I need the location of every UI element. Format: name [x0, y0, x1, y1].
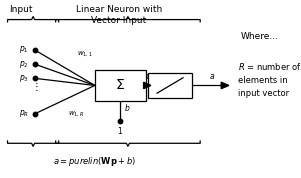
Bar	[148, 73, 192, 98]
Text: $p_1$: $p_1$	[20, 44, 29, 55]
Text: $b$: $b$	[124, 102, 130, 113]
Text: $1$: $1$	[117, 125, 123, 136]
Text: $w_{1,1}$: $w_{1,1}$	[77, 49, 93, 58]
Text: $R$ = number of
elements in
input vector: $R$ = number of elements in input vector	[238, 61, 301, 98]
Bar	[95, 70, 146, 101]
Text: $p_R$: $p_R$	[19, 108, 29, 119]
Polygon shape	[221, 82, 229, 89]
Text: $n$: $n$	[143, 72, 149, 81]
Text: $a = purelin(\mathbf{W}\mathbf{p} + b)$: $a = purelin(\mathbf{W}\mathbf{p} + b)$	[53, 155, 136, 168]
Text: Input: Input	[9, 5, 33, 14]
Text: $a$: $a$	[209, 72, 215, 81]
Text: Where...: Where...	[241, 32, 279, 41]
Text: $p_3$: $p_3$	[19, 73, 29, 84]
Polygon shape	[144, 82, 151, 89]
Text: $w_{1,R}$: $w_{1,R}$	[68, 109, 84, 117]
Text: $p_2$: $p_2$	[20, 59, 29, 70]
Text: $\Sigma$: $\Sigma$	[116, 78, 125, 92]
Text: $\vdots$: $\vdots$	[31, 80, 38, 93]
Text: Linear Neuron with
Vector Input: Linear Neuron with Vector Input	[76, 5, 162, 25]
